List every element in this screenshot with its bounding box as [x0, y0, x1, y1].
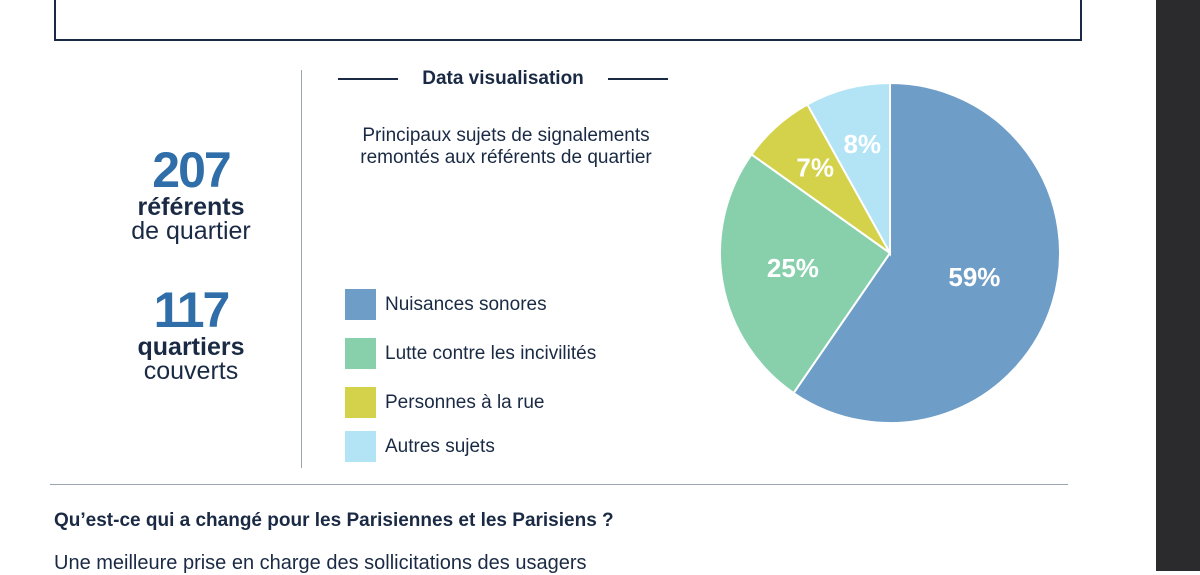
section-title: Data visualisation — [422, 68, 584, 89]
legend-swatch — [345, 338, 376, 369]
stat-label-bold: quartiers — [137, 333, 245, 361]
viewer-side-panel — [1156, 0, 1200, 571]
pie-data-label: 8% — [843, 129, 881, 159]
stat-number: 207 — [152, 142, 231, 198]
legend-label: Autres sujets — [385, 435, 495, 457]
vertical-divider — [301, 70, 302, 468]
pie-chart: 59% 25% 7% 8% — [719, 81, 1061, 424]
legend-swatch — [345, 431, 376, 462]
legend-item: Autres sujets — [345, 431, 495, 462]
legend-swatch — [345, 387, 376, 418]
section-heading: Qu’est-ce qui a changé pour les Parisien… — [54, 510, 614, 531]
stat-number: 117 — [153, 282, 231, 338]
legend-item: Nuisances sonores — [345, 289, 547, 320]
legend-item: Personnes à la rue — [345, 387, 545, 418]
data-visualisation-heading: Data visualisation — [338, 68, 668, 90]
horizontal-divider — [50, 484, 1068, 485]
pie-data-label: 25% — [767, 253, 819, 283]
legend-item: Lutte contre les incivilités — [345, 338, 596, 369]
pie-slice — [792, 81, 1061, 424]
top-content-box — [54, 0, 1082, 41]
section-subheading: Une meilleure prise en charge des sollic… — [54, 552, 587, 574]
pie-slice — [805, 81, 891, 257]
legend-label: Personnes à la rue — [385, 391, 545, 413]
pie-data-label: 7% — [796, 152, 834, 182]
stat-label-bold: référents — [137, 193, 245, 221]
legend-label: Lutte contre les incivilités — [385, 342, 597, 364]
chart-title: Principaux sujets de signalements remont… — [360, 125, 652, 168]
heading-rule-left — [338, 78, 398, 80]
heading-rule-right — [608, 78, 668, 80]
stat-quartiers: 117 quartiers couverts — [96, 282, 286, 385]
pie-data-label: 59% — [948, 262, 1000, 292]
stat-label: de quartier — [131, 217, 251, 245]
legend-swatch — [345, 289, 376, 320]
stat-referents: 207 référents de quartier — [96, 142, 286, 245]
pie-slice — [719, 152, 892, 395]
stat-label: couverts — [143, 357, 239, 385]
legend-label: Nuisances sonores — [385, 293, 547, 315]
